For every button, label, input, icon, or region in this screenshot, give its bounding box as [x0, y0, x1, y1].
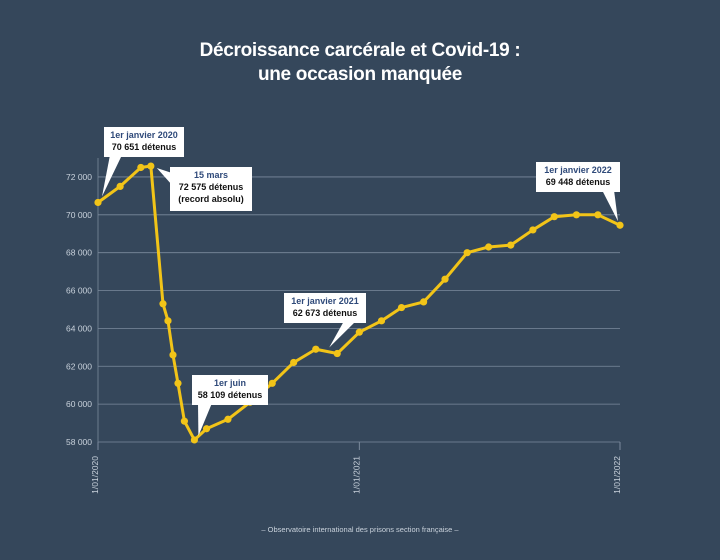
data-point [507, 241, 515, 249]
annotation-callout: 1er janvier 2020 70 651 détenus [102, 127, 184, 197]
data-point [147, 162, 155, 170]
callout-box [284, 293, 366, 323]
data-point [224, 415, 232, 423]
callout-value: 62 673 détenus [293, 308, 358, 318]
data-point [268, 379, 276, 387]
callout-pointer [198, 403, 212, 436]
data-point [180, 417, 189, 425]
data-point [594, 211, 602, 219]
y-tick-label: 62 000 [66, 361, 92, 371]
callout-note: (record absolu) [178, 194, 244, 204]
x-tick-label: 1/01/2020 [90, 456, 100, 494]
callout-value: 70 651 détenus [112, 142, 177, 152]
data-point [137, 163, 145, 172]
callout-head: 1er janvier 2020 [110, 130, 178, 140]
callout-pointer [102, 155, 122, 197]
data-point [355, 328, 363, 336]
data-point [94, 198, 102, 207]
data-point [312, 345, 320, 353]
callout-value: 69 448 détenus [546, 177, 611, 187]
data-point [377, 317, 386, 325]
callout-head: 1er janvier 2021 [291, 296, 359, 306]
data-point [169, 351, 177, 359]
data-point [485, 243, 493, 251]
callout-head: 1er janvier 2022 [544, 165, 612, 175]
data-point [202, 425, 211, 433]
data-point [550, 213, 558, 221]
callout-pointer [602, 190, 618, 222]
chart-source: – Observatoire international des prisons… [261, 525, 459, 534]
annotation-callout: 1er janvier 2021 62 673 détenus [284, 293, 366, 348]
data-point [164, 317, 172, 325]
y-tick-label: 58 000 [66, 437, 92, 447]
callout-box [192, 375, 268, 405]
callout-value: 72 575 détenus [179, 182, 244, 192]
data-point [174, 379, 182, 387]
annotation-callout: 1er janvier 2022 69 448 détenus [536, 162, 620, 222]
callout-pointer [329, 321, 356, 348]
data-point [116, 182, 124, 190]
callout-head: 1er juin [214, 378, 246, 388]
callout-box [170, 167, 252, 211]
data-point [463, 249, 471, 257]
data-point [441, 275, 449, 283]
data-point [333, 349, 341, 358]
chart-title-line1: Décroissance carcérale et Covid-19 : [199, 40, 521, 61]
annotation-callout: 15 mars 72 575 détenus (record absolu) [156, 167, 252, 211]
callout-box [536, 162, 620, 192]
y-tick-label: 70 000 [66, 210, 92, 220]
callout-head: 15 mars [194, 170, 228, 180]
y-tick-label: 68 000 [66, 248, 92, 258]
data-point [159, 300, 167, 308]
chart-title-line2: une occasion manquée [257, 64, 463, 85]
y-tick-label: 60 000 [66, 399, 92, 409]
y-tick-label: 72 000 [66, 172, 92, 182]
y-tick-label: 66 000 [66, 286, 92, 296]
data-point [572, 211, 581, 219]
callout-box [104, 127, 184, 157]
data-point [190, 436, 199, 444]
x-tick-label: 1/01/2022 [612, 456, 622, 494]
data-point [420, 298, 428, 306]
data-point [397, 303, 406, 312]
callout-pointer [156, 168, 172, 185]
data-point [290, 358, 298, 367]
y-tick-label: 64 000 [66, 323, 92, 333]
data-point [529, 226, 537, 234]
data-point [616, 221, 624, 229]
callout-value: 58 109 détenus [198, 390, 263, 400]
annotation-callout: 1er juin 58 109 détenus [192, 375, 268, 436]
x-tick-label: 1/01/2021 [351, 456, 361, 494]
